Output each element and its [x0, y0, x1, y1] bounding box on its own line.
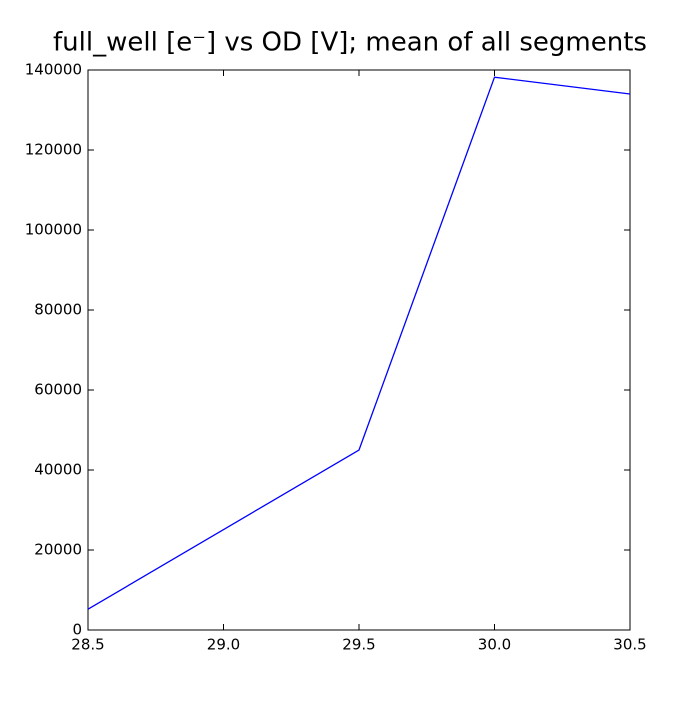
y-tick-label: 0	[72, 621, 82, 639]
x-tick-label: 30.0	[478, 636, 511, 654]
x-tick-label: 30.5	[613, 636, 646, 654]
x-tick-label: 29.0	[207, 636, 240, 654]
x-tick-label: 28.5	[71, 636, 104, 654]
y-tick-label: 100000	[25, 221, 82, 239]
data-line	[87, 76, 631, 610]
y-tick-label: 120000	[25, 141, 82, 159]
y-tick-label: 140000	[25, 61, 82, 79]
chart-title: full_well [e⁻] vs OD [V]; mean of all se…	[53, 28, 647, 58]
x-tick-label: 29.5	[342, 636, 375, 654]
y-tick-label: 20000	[34, 541, 82, 559]
y-tick-label: 40000	[34, 461, 82, 479]
y-tick-label: 60000	[34, 381, 82, 399]
y-tick-label: 80000	[34, 301, 82, 319]
